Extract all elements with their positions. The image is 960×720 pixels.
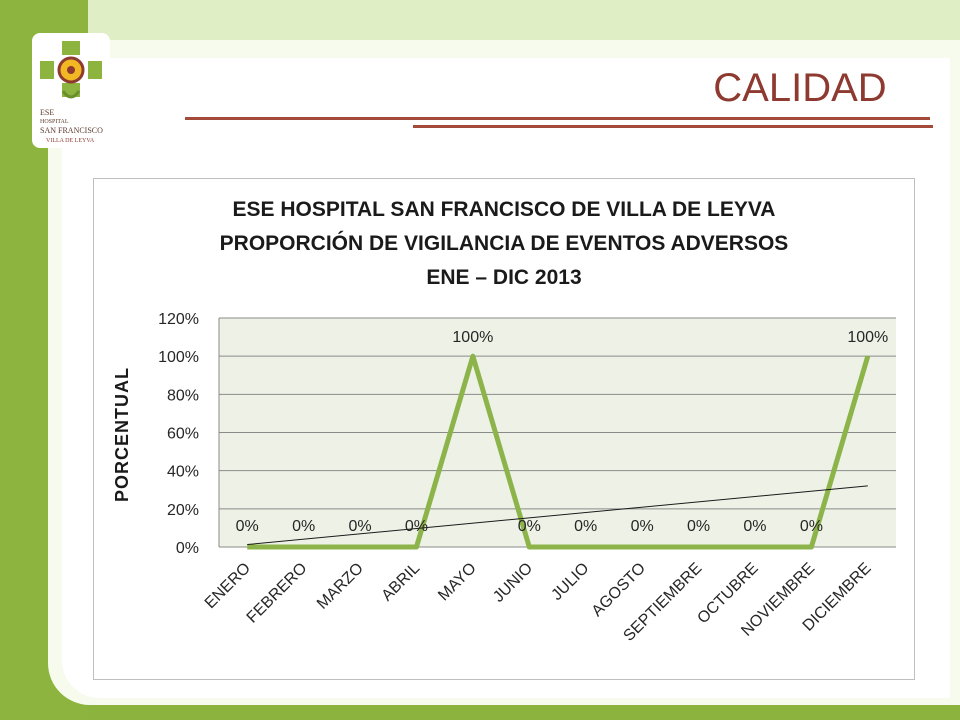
x-tick-label: FEBRERO [244, 560, 311, 627]
y-tick-label: 120% [158, 311, 199, 328]
data-label: 0% [743, 518, 766, 535]
hospital-logo: ESE HOSPITAL SAN FRANCISCO VILLA DE LEYV… [32, 33, 110, 148]
chart-container: ESE HOSPITAL SAN FRANCISCO DE VILLA DE L… [93, 178, 915, 680]
x-tick-label: ENERO [202, 560, 254, 612]
data-label: 0% [687, 518, 710, 535]
x-tick-label: MAYO [435, 560, 480, 605]
x-tick-label: ABRIL [379, 560, 424, 605]
logo-text-ese: ESE [40, 108, 54, 117]
chart-title-line-3: ENE – DIC 2013 [426, 266, 582, 289]
y-tick-label: 100% [158, 349, 199, 366]
data-label: 100% [847, 329, 888, 346]
data-label: 0% [574, 518, 597, 535]
logo-text-san-francisco: SAN FRANCISCO [40, 126, 103, 135]
data-label: 0% [405, 518, 428, 535]
logo-text-hospital: HOSPITAL [40, 119, 69, 125]
slide-title: CALIDAD [713, 66, 887, 110]
data-label: 100% [452, 329, 493, 346]
title-rule-top [185, 117, 930, 120]
trendline [247, 485, 868, 546]
data-label: 0% [800, 518, 823, 535]
y-tick-label: 0% [176, 540, 199, 557]
y-tick-label: 20% [167, 502, 199, 519]
logo-emblem-icon: ESE HOSPITAL SAN FRANCISCO VILLA DE LEYV… [40, 41, 103, 144]
x-tick-label: JULIO [548, 560, 592, 604]
y-tick-label: 40% [167, 464, 199, 481]
chart-title-line-1: ESE HOSPITAL SAN FRANCISCO DE VILLA DE L… [232, 198, 776, 221]
data-label: 0% [236, 518, 259, 535]
y-tick-label: 80% [167, 387, 199, 404]
data-label: 0% [631, 518, 654, 535]
y-tick-label: 60% [167, 426, 199, 443]
data-label: 0% [518, 518, 541, 535]
x-tick-label: JUNIO [490, 560, 536, 606]
data-label: 0% [292, 518, 315, 535]
x-tick-label: AGOSTO [589, 560, 649, 620]
series-line [247, 353, 871, 550]
chart-title: ESE HOSPITAL SAN FRANCISCO DE VILLA DE L… [94, 193, 914, 295]
x-tick-label: MARZO [314, 560, 367, 613]
chart-title-line-2: PROPORCIÓN DE VIGILANCIA DE EVENTOS ADVE… [219, 232, 789, 255]
title-rule-bottom [413, 125, 933, 128]
data-label: 0% [348, 518, 371, 535]
logo-text-villa: VILLA DE LEYVA [46, 138, 95, 144]
